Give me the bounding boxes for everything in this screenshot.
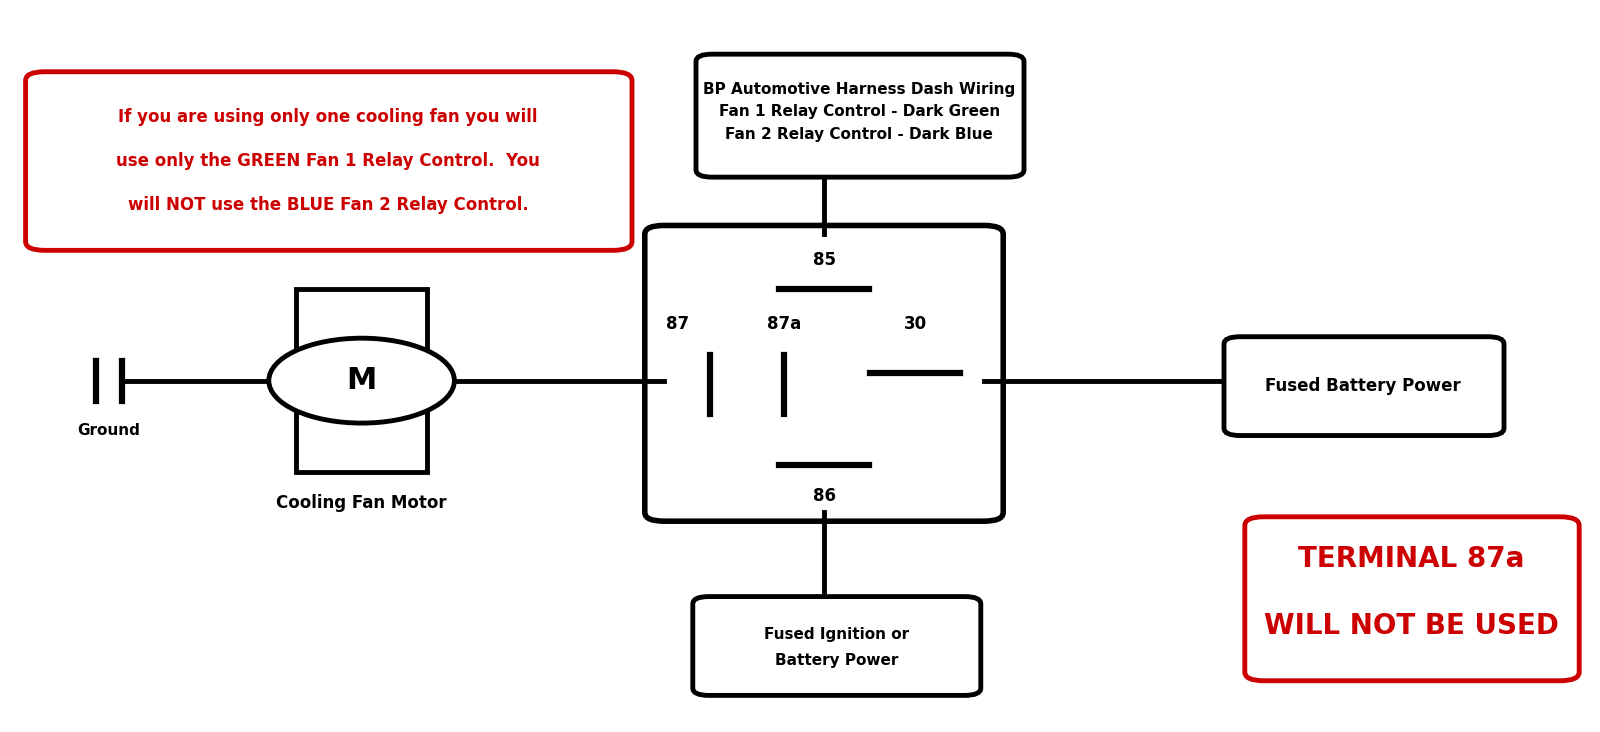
Text: 30: 30 [904,315,926,333]
Text: 85: 85 [813,250,835,269]
Text: M: M [347,366,376,395]
Text: Cooling Fan Motor: Cooling Fan Motor [277,494,446,512]
Text: 86: 86 [813,487,835,505]
Text: TERMINAL 87a: TERMINAL 87a [1298,545,1525,573]
FancyBboxPatch shape [1245,517,1579,681]
Bar [296,289,427,472]
Text: will NOT use the BLUE Fan 2 Relay Control.: will NOT use the BLUE Fan 2 Relay Contro… [128,196,528,214]
Text: use only the GREEN Fan 1 Relay Control.  You: use only the GREEN Fan 1 Relay Control. … [117,152,539,170]
FancyBboxPatch shape [693,597,981,695]
Text: Fused Battery Power: Fused Battery Power [1266,377,1461,395]
Circle shape [269,338,454,423]
Text: Fan 1 Relay Control - Dark Green: Fan 1 Relay Control - Dark Green [718,105,1000,119]
Text: Ground: Ground [77,423,141,438]
Text: BP Automotive Harness Dash Wiring: BP Automotive Harness Dash Wiring [702,82,1016,97]
FancyBboxPatch shape [1224,337,1504,436]
Text: Fused Ignition or: Fused Ignition or [765,627,909,642]
Text: 87: 87 [667,315,690,333]
FancyBboxPatch shape [645,225,1003,521]
FancyBboxPatch shape [696,54,1024,177]
FancyBboxPatch shape [26,72,632,250]
Text: If you are using only one cooling fan you will: If you are using only one cooling fan yo… [118,108,538,126]
Text: WILL NOT BE USED: WILL NOT BE USED [1264,612,1558,640]
Text: 87a: 87a [766,315,802,333]
Text: Fan 2 Relay Control - Dark Blue: Fan 2 Relay Control - Dark Blue [725,127,994,142]
Text: Battery Power: Battery Power [774,653,899,668]
